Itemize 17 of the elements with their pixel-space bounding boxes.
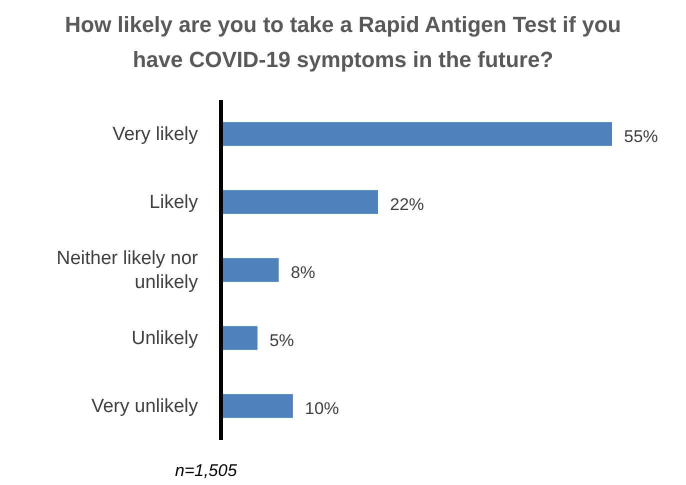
y-tick-label: Neither likely nor unlikely xyxy=(56,248,199,292)
data-label: 22% xyxy=(390,195,424,214)
bar xyxy=(222,326,258,350)
data-label: 10% xyxy=(304,399,339,418)
bar xyxy=(222,394,293,418)
y-tick-label: Very likely xyxy=(112,124,198,144)
y-tick-label: Very unlikely xyxy=(91,396,198,416)
data-label: 8% xyxy=(290,263,316,282)
bar xyxy=(222,258,279,282)
y-tick-label: Likely xyxy=(149,192,198,212)
chart-title: How likely are you to take a Rapid Antigen Test if you have COVID-19 symptoms in the future? xyxy=(64,12,622,72)
y-tick-label: Unlikely xyxy=(131,328,198,348)
bar xyxy=(222,122,612,146)
data-label: 55% xyxy=(624,127,658,146)
data-label: 5% xyxy=(269,331,294,350)
text: n=1,505 xyxy=(175,461,238,480)
bar xyxy=(222,190,378,214)
